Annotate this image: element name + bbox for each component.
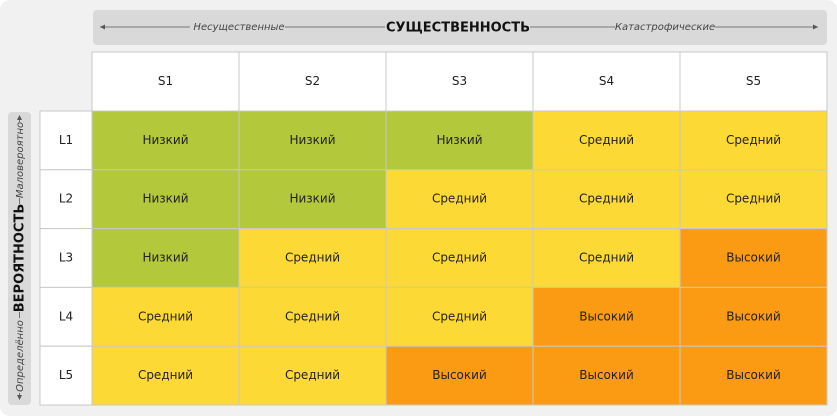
risk-level: Низкий [142,133,188,147]
column-header-cell [385,51,534,112]
row-header: L4 [59,309,73,323]
risk-level: Высокий [726,309,781,323]
risk-cell [238,110,387,171]
header-left-label: Несущественные [193,22,284,33]
risk-level: Высокий [432,368,487,382]
column-header-cell [679,51,828,112]
column-header: S5 [746,74,761,88]
header-right-label: Катастрофические [615,22,715,33]
risk-cell [679,345,828,406]
side-top-label: Маловероятно [15,122,26,198]
risk-cell [679,228,828,288]
risk-level: Средний [432,251,487,265]
risk-cell [91,169,240,230]
risk-level: Средний [579,251,634,265]
risk-cell [385,110,534,171]
row-header: L3 [59,251,73,265]
risk-level: Низкий [289,192,335,206]
risk-level: Средний [285,368,340,382]
risk-cell [532,169,681,230]
risk-level: Средний [726,192,781,206]
side-arrows [17,115,22,400]
risk-cell [532,286,681,347]
risk-cell [679,110,828,171]
risk-level: Средний [579,192,634,206]
risk-level: Средний [432,192,487,206]
risk-cell [385,345,534,406]
risk-cell [91,345,240,406]
risk-level: Высокий [726,368,781,382]
risk-level: Средний [726,133,781,147]
risk-cell [91,286,240,347]
header-bar [93,10,827,45]
risk-cell [385,169,534,230]
risk-level: Средний [285,251,340,265]
risk-cell [91,228,240,288]
grid: S1 S2 S3 S4 S5 L1 Низкий Низкий Низкий Средний Сре… [39,51,828,406]
row-header: L5 [59,368,73,382]
risk-level: Низкий [142,192,188,206]
column-header: S1 [158,74,173,88]
risk-level: Низкий [142,251,188,265]
side-bar [8,112,31,405]
risk-cell [679,286,828,347]
row-header-cell [39,286,93,347]
column-header-cell [91,51,240,112]
column-header: S2 [305,74,320,88]
risk-level: Высокий [579,368,634,382]
column-header: S3 [452,74,467,88]
risk-level: Средний [138,368,193,382]
side-title: ВЕРОЯТНОСТЬ [13,204,28,313]
risk-level: Высокий [579,309,634,323]
risk-cell [532,345,681,406]
risk-level: Средний [432,309,487,323]
risk-level: Низкий [436,133,482,147]
risk-level: Средний [579,133,634,147]
risk-cell [238,286,387,347]
column-header-cell [238,51,387,112]
column-header: S4 [599,74,614,88]
risk-cell [385,228,534,288]
risk-cell [238,345,387,406]
risk-cell [91,110,240,171]
risk-cell [679,169,828,230]
risk-level: Средний [138,309,193,323]
risk-level: Средний [285,309,340,323]
row-header-cell [39,110,93,171]
header-arrows [100,24,818,30]
risk-level: Высокий [726,251,781,265]
row-header: L2 [59,192,73,206]
risk-cell [238,228,387,288]
row-header: L1 [59,133,73,147]
side-bottom-label: Определённо [15,320,26,392]
header-title: СУЩЕСТВЕННОСТЬ [386,21,530,36]
risk-level: Низкий [289,133,335,147]
risk-cell [532,228,681,288]
